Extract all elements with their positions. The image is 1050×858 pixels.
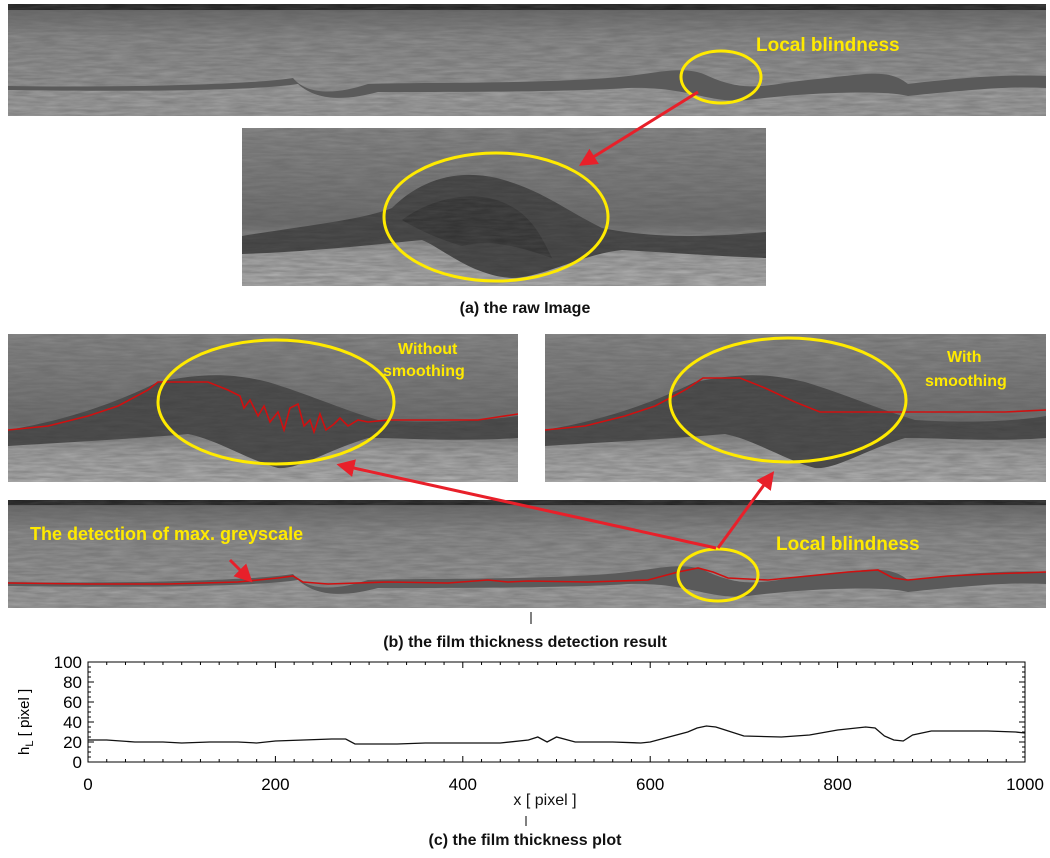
trace-with-smoothing xyxy=(545,377,1046,431)
local-blindness-label-a: Local blindness xyxy=(756,35,900,56)
raw-tube-image: Local blindness xyxy=(8,4,1046,116)
y-tick-label: 60 xyxy=(63,693,82,712)
x-tick-label: 1000 xyxy=(1006,775,1044,794)
local-blindness-ellipse-b xyxy=(676,547,760,603)
detection-with-smoothing: With smoothing xyxy=(545,334,1046,482)
ellipse-without-smoothing xyxy=(156,338,396,466)
arrow-to-trace xyxy=(228,558,253,583)
detection-tube-image: The detection of max. greyscale Local bl… xyxy=(8,500,1046,608)
y-tick-label: 100 xyxy=(54,653,82,672)
film-thickness-line xyxy=(88,725,1026,745)
trace-tube-detection xyxy=(8,567,1046,585)
local-blindness-label-b: Local blindness xyxy=(776,534,920,555)
detection-max-greyscale-label: The detection of max. greyscale xyxy=(30,524,303,544)
x-tick-label: 600 xyxy=(636,775,664,794)
zoomed-raw-image xyxy=(242,128,766,286)
caption-c: (c) the film thickness plot xyxy=(428,832,622,849)
y-tick-label: 0 xyxy=(73,753,82,772)
zoom-ellipse xyxy=(382,151,610,283)
arrow-to-without-smoothing xyxy=(336,459,717,550)
y-tick-label: 80 xyxy=(63,673,82,692)
y-tick-label: 20 xyxy=(63,733,82,752)
arrow-to-zoom xyxy=(578,90,699,166)
y-tick-label: 40 xyxy=(63,713,82,732)
x-tick-label: 400 xyxy=(449,775,477,794)
x-tick-label: 800 xyxy=(823,775,851,794)
x-tick-label: 200 xyxy=(261,775,289,794)
arrow-to-with-smoothing xyxy=(716,471,775,549)
x-tick-label: 0 xyxy=(83,775,92,794)
with-smoothing-label-1: With xyxy=(947,349,982,366)
with-smoothing-label-2: smoothing xyxy=(925,373,1007,390)
ellipse-with-smoothing xyxy=(668,336,908,464)
film-thickness-plot: 0 200 400 600 800 1000 0 20 40 60 80 100 xyxy=(0,650,1050,830)
plot-xlabel: x [ pixel ] xyxy=(513,792,577,809)
local-blindness-ellipse-a xyxy=(679,49,763,105)
without-smoothing-label-1: Without xyxy=(398,341,458,358)
without-smoothing-label-2: smoothing xyxy=(383,363,465,380)
detection-without-smoothing: Without smoothing xyxy=(8,334,518,482)
caption-b: (b) the film thickness detection result xyxy=(383,634,667,651)
caption-a: (a) the raw Image xyxy=(459,300,591,317)
trace-without-smoothing xyxy=(8,381,518,435)
